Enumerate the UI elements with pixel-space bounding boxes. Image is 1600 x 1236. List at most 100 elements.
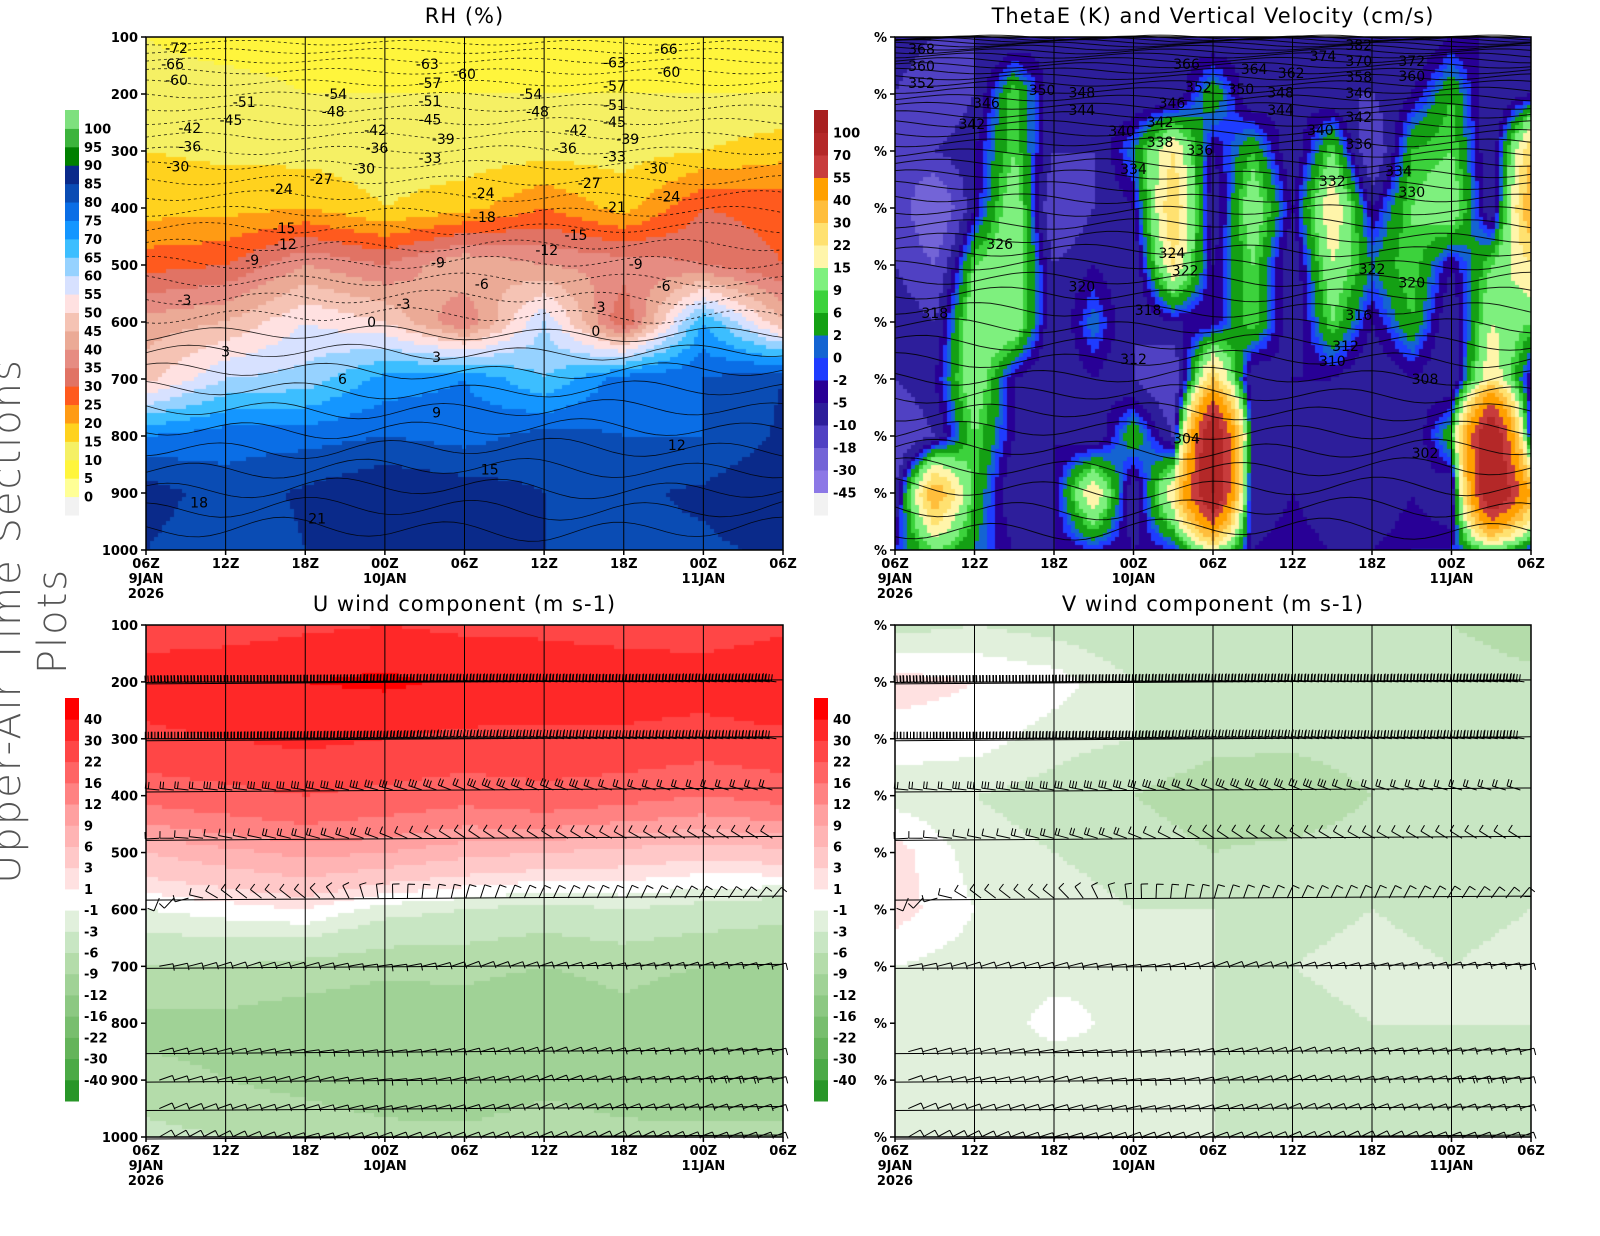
wind-barb (1491, 1075, 1508, 1084)
wind-barb (998, 883, 1011, 899)
wind-barb (635, 673, 651, 683)
wind-barb (748, 729, 764, 740)
contour-label: 330 (1398, 185, 1425, 201)
rh-panel: 06Z 12Z 18Z 00Z 06Z 12Z 18Z 00Z 06Z9JAN202610JAN… (102, 4, 797, 602)
wind-barb (305, 1075, 322, 1083)
wind-barb (334, 962, 351, 971)
contour-label: 342 (1345, 110, 1372, 126)
wind-barb (1202, 824, 1215, 839)
colorbar-swatch (65, 257, 79, 277)
colorbar-swatch (814, 867, 828, 890)
barb-level-line (894, 895, 1532, 901)
wind-barb (334, 780, 350, 791)
uwind-colorbar: -40 -30 -22 -16 -12 -9 -6 -3 -1 1 3 6 9 12 16 22 30 40 (65, 698, 108, 1102)
wind-barb (1272, 884, 1285, 899)
wind-barb (1490, 886, 1506, 899)
colorbar-swatch (814, 425, 828, 448)
contour-label: -3 (396, 297, 410, 313)
wind-barb (509, 729, 525, 740)
wind-barb (443, 673, 458, 683)
wind-barb (1432, 1047, 1449, 1055)
wind-barb (217, 961, 234, 969)
wind-barb (1316, 1074, 1333, 1083)
wind-barb (1311, 673, 1326, 683)
wind-barb (1238, 673, 1253, 683)
wind-barb (1010, 1048, 1026, 1056)
wind-barb (465, 884, 477, 899)
wind-barb (626, 1047, 643, 1055)
wind-barb (923, 781, 938, 791)
colorbar-swatch (65, 275, 79, 295)
wind-barb (421, 1048, 438, 1056)
wind-barb (377, 673, 392, 683)
wind-barb (1288, 778, 1302, 791)
colorbar-label: -1 (84, 904, 98, 919)
wind-barb (743, 962, 760, 970)
wind-barb (1211, 673, 1227, 683)
y-tick-label: % (874, 259, 887, 274)
wind-barb (217, 1076, 234, 1084)
wind-barb (1132, 730, 1147, 740)
colorbar-label: 80 (84, 196, 102, 211)
wind-barb (743, 779, 758, 791)
contour-label: -9 (431, 256, 445, 272)
wind-barb (570, 824, 583, 839)
contour-label: 368 (908, 42, 935, 58)
wind-barb (553, 1102, 570, 1110)
wind-barb (745, 824, 759, 839)
wind-barb (1059, 730, 1074, 740)
wind-barb (494, 884, 507, 899)
wind-barb (1039, 1132, 1056, 1140)
wind-barb (364, 779, 379, 791)
wind-barb (1491, 1103, 1508, 1112)
wind-barb (1228, 884, 1240, 899)
contour-label: 370 (1345, 54, 1372, 70)
wind-barb (232, 1076, 248, 1084)
wind-barb (509, 884, 522, 899)
wind-barb (1490, 673, 1505, 683)
wind-barb (655, 962, 672, 970)
wind-barb (629, 673, 644, 683)
wind-barb (1476, 886, 1491, 899)
wind-barb (421, 1077, 438, 1085)
contour-label: 320 (1068, 280, 1095, 296)
wind-barb (937, 1075, 954, 1084)
wind-barb (430, 729, 445, 740)
wind-barb (640, 1075, 657, 1084)
wind-barb (611, 1130, 628, 1138)
wind-barb (1317, 673, 1333, 683)
wind-barb (689, 729, 704, 740)
wind-barb (1172, 825, 1186, 839)
y-tick-label: 900 (111, 487, 138, 502)
contour-label: -51 (233, 95, 256, 111)
wind-barb (1432, 961, 1449, 969)
wind-barb (1245, 824, 1259, 839)
wind-barb (966, 961, 983, 969)
wind-barb (735, 673, 750, 683)
wind-barb (1447, 1103, 1464, 1111)
wind-barb (1420, 824, 1434, 839)
x-tick-label: 06Z (769, 1144, 797, 1159)
wind-barb (1503, 673, 1518, 683)
wind-barb (509, 961, 526, 969)
wind-barb (1287, 1102, 1304, 1110)
wind-barb (1324, 729, 1339, 740)
wind-barb (1125, 673, 1141, 683)
contour-label: -30 (644, 162, 667, 178)
wind-barb (1397, 729, 1412, 740)
wind-barb (1298, 673, 1313, 683)
wind-barb (437, 778, 452, 791)
wind-barb (1457, 673, 1472, 683)
wind-barb (451, 1047, 467, 1056)
contour-label: -63 (603, 56, 626, 72)
wind-barb (995, 1103, 1012, 1112)
wind-barb (276, 828, 291, 839)
wind-barb (305, 1132, 322, 1141)
wind-barb (1520, 1131, 1537, 1139)
colorbar-label: 45 (84, 325, 102, 340)
wind-barb (1491, 779, 1506, 791)
wind-barb (1126, 963, 1143, 972)
wind-barb (702, 673, 717, 683)
colorbar-label: 6 (84, 840, 93, 855)
x-tick-label: 00Z (371, 1144, 399, 1159)
